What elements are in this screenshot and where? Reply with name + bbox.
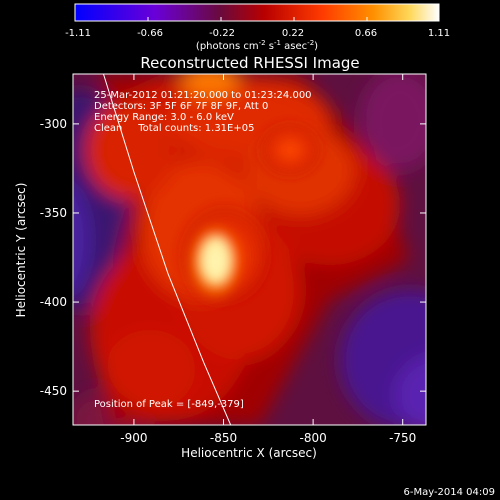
- x-tick-label: -750: [389, 431, 416, 445]
- y-tick-label: -300: [40, 117, 67, 131]
- peak-position-text: Position of Peak = [-849,-379]: [94, 399, 244, 410]
- heatmap-image: [73, 74, 426, 425]
- colorbar-tick-label: 0.22: [282, 28, 304, 39]
- x-tick-label: -850: [210, 431, 237, 445]
- detectors-text: Detectors: 3F 5F 6F 7F 8F 9F, Att 0: [94, 101, 268, 112]
- x-axis: -900 -850 -800 -750: [120, 74, 416, 445]
- time-range-text: 25-Mar-2012 01:21:20.000 to 01:23:24.000: [94, 90, 312, 101]
- colorbar-label: (photons cm-2 s-1 asec-2): [196, 39, 318, 52]
- y-axis: -300 -350 -400 -450: [40, 117, 426, 398]
- y-axis-label: Heliocentric Y (arcsec): [14, 183, 28, 318]
- clean-counts-text: Clean Total counts: 1.31E+05: [94, 123, 254, 134]
- y-tick-label: -350: [40, 206, 67, 220]
- colorbar-ticks: -1.11 -0.66 -0.22 0.22 0.66 1.11: [65, 17, 450, 39]
- colorbar: [74, 3, 440, 22]
- solar-limb-line: [102, 74, 232, 425]
- colorbar-tick-label: -0.22: [209, 28, 235, 39]
- energy-range-text: Energy Range: 3.0 - 6.0 keV: [94, 112, 234, 123]
- chart-title: Reconstructed RHESSI Image: [140, 54, 359, 72]
- colorbar-tick-label: -1.11: [65, 28, 91, 39]
- plot-frame: [72, 73, 427, 426]
- colorbar-tick-label: -0.66: [137, 28, 163, 39]
- x-tick-label: -800: [299, 431, 326, 445]
- colorbar-tick-label: 1.11: [428, 28, 450, 39]
- x-axis-label: Heliocentric X (arcsec): [181, 446, 317, 460]
- footer-date: 6-May-2014 04:09: [403, 487, 495, 498]
- y-tick-label: -400: [40, 295, 67, 309]
- y-tick-label: -450: [40, 384, 67, 398]
- colorbar-tick-label: 0.66: [355, 28, 377, 39]
- x-tick-label: -900: [120, 431, 147, 445]
- annotations: 25-Mar-2012 01:21:20.000 to 01:23:24.000…: [94, 90, 312, 410]
